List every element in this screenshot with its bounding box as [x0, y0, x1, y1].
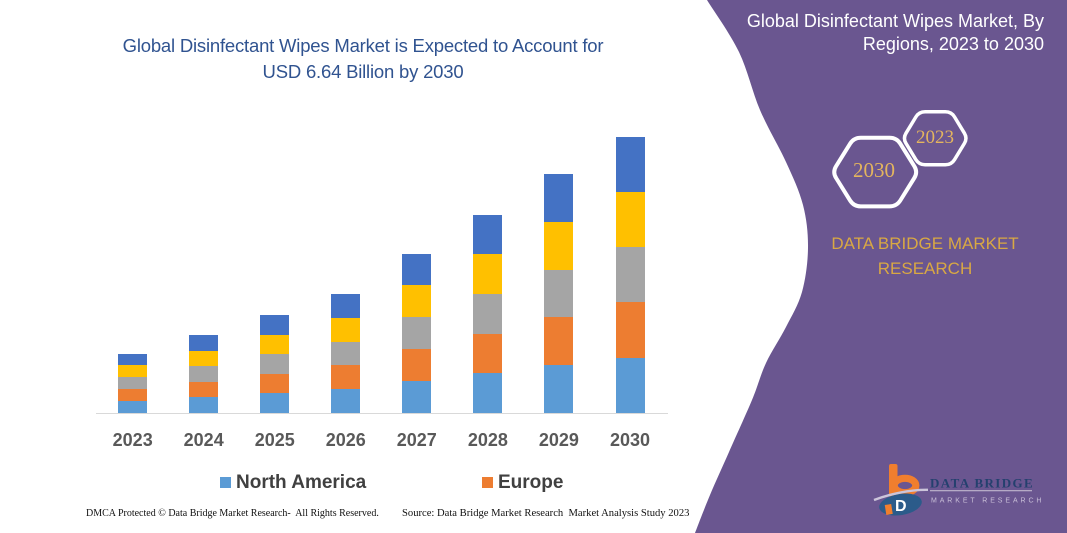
svg-text:DATA BRIDGE: DATA BRIDGE — [930, 476, 1034, 491]
svg-text:D: D — [895, 498, 907, 515]
svg-text:MARKET RESEARCH: MARKET RESEARCH — [931, 498, 1044, 505]
